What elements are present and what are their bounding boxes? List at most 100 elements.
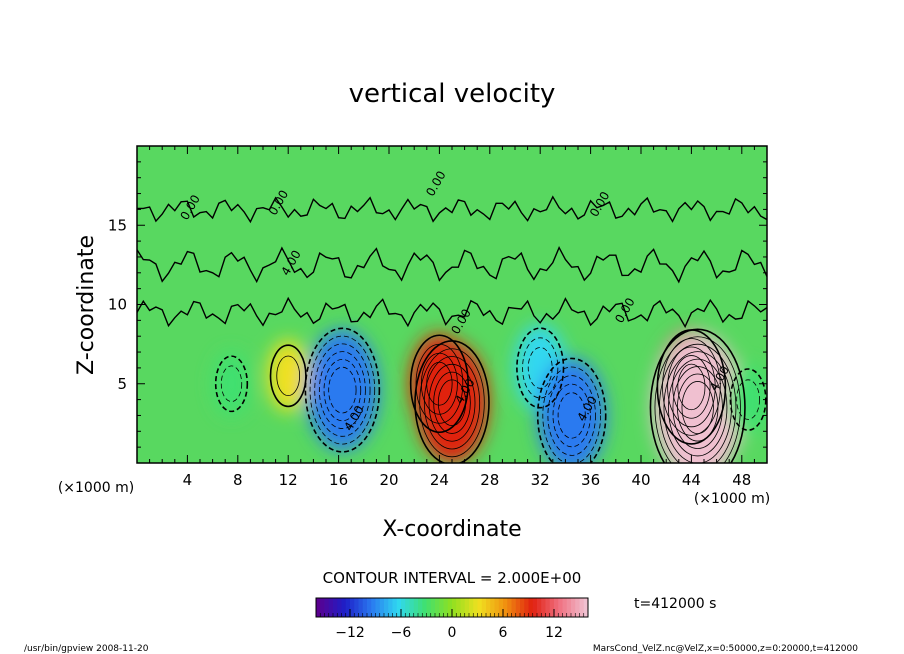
colorbar-segment xyxy=(367,598,372,617)
colorbar-segment xyxy=(494,598,500,617)
colorbar-segment xyxy=(545,598,551,617)
colorbar-segment xyxy=(337,598,342,617)
colorbar-segment xyxy=(316,598,321,617)
contour-line xyxy=(419,348,485,458)
colorbar-segment xyxy=(460,598,466,617)
contour-line xyxy=(659,343,737,463)
colorbar-segment xyxy=(511,598,517,617)
x-tick-label: 20 xyxy=(379,471,398,489)
contour-line xyxy=(314,343,371,437)
colorbar-segment xyxy=(371,598,376,617)
colorbar-segment xyxy=(333,598,338,617)
colorbar-segment xyxy=(358,598,364,617)
x-tick-label: 4 xyxy=(183,471,193,489)
contour-line xyxy=(654,336,741,463)
x-unit-right: (×1000 m) xyxy=(694,491,770,507)
colorbar-segment xyxy=(388,598,393,617)
colorbar-segment xyxy=(490,598,495,617)
colorbar-segment xyxy=(413,598,419,617)
colorbar-segment xyxy=(422,598,427,617)
colorbar-segment xyxy=(566,598,572,617)
colorbar-segment xyxy=(430,598,436,617)
colorbar-segment xyxy=(477,598,483,617)
colorbar: −12 −6 0 6 12 xyxy=(315,597,589,641)
contour-line xyxy=(214,355,249,413)
y-tick-label: 15 xyxy=(108,216,127,234)
plot-area: 0.000.000.00 0.000.00 0.004.004.004.004.00… xyxy=(137,146,767,463)
x-axis: 4 8 12 16 20 24 28 32 36 40 44 48 xyxy=(136,146,768,489)
contour-line xyxy=(437,379,467,427)
field-feature xyxy=(306,329,379,451)
y-tick-label: 10 xyxy=(108,296,127,314)
colorbar-segment xyxy=(507,598,512,617)
colorbar-segment xyxy=(396,598,402,617)
contour-line xyxy=(662,338,721,436)
colorbar-segment xyxy=(324,598,330,617)
chart-title: vertical velocity xyxy=(349,79,556,109)
contour-line xyxy=(677,363,706,411)
colorbar-segment xyxy=(473,598,478,617)
colorbar-segment xyxy=(379,598,385,617)
x-unit-left: (×1000 m) xyxy=(58,480,134,496)
zero-contour xyxy=(137,245,767,284)
contour-interval-label: CONTOUR INTERVAL = 2.000E+00 xyxy=(323,569,582,587)
colorbar-segment xyxy=(405,598,410,617)
colorbar-segment xyxy=(401,598,406,617)
contour-line xyxy=(423,356,481,450)
contour-line xyxy=(516,327,565,409)
colorbar-segment xyxy=(537,598,542,617)
field-feature xyxy=(212,351,251,417)
contour-line xyxy=(318,351,366,429)
contour-line xyxy=(409,334,469,434)
colorbar-segment xyxy=(328,598,334,617)
contour-line xyxy=(542,366,601,463)
contour-line xyxy=(672,366,723,449)
y-axis-label: Z-coordinate xyxy=(74,235,99,375)
contour-lines xyxy=(137,195,767,463)
contour-line xyxy=(428,363,476,442)
colorbar-segment xyxy=(469,598,474,617)
colorbar-segment xyxy=(345,598,351,617)
colorbar-segment xyxy=(362,598,368,617)
contour-line xyxy=(220,365,243,403)
colorbar-segment xyxy=(464,598,470,617)
contour-line xyxy=(547,375,596,456)
colorbar-segment xyxy=(558,598,563,617)
x-tick-label: 48 xyxy=(732,471,751,489)
zero-contour xyxy=(137,296,767,329)
colorbar-segment xyxy=(481,598,487,617)
colorbar-segment xyxy=(456,598,461,617)
colorbar-segment xyxy=(554,598,559,617)
x-tick-label: 28 xyxy=(480,471,499,489)
y-axis: 5 10 15 xyxy=(108,145,767,464)
colorbar-tick-label: 12 xyxy=(545,625,563,641)
colorbar-segment xyxy=(532,598,538,617)
colorbar-segment xyxy=(350,598,355,617)
field-feature xyxy=(415,342,489,463)
colorbar-tick-label: −6 xyxy=(391,625,412,641)
contour-line xyxy=(536,357,607,463)
contour-line xyxy=(681,381,714,434)
x-tick-label: 8 xyxy=(233,471,243,489)
colorbar-segment xyxy=(409,598,415,617)
colorbar-segment xyxy=(579,598,585,617)
colorbar-segment xyxy=(549,598,555,617)
x-tick-label: 40 xyxy=(631,471,650,489)
contour-line xyxy=(677,373,719,442)
colorbar-segment xyxy=(375,598,381,617)
x-tick-label: 24 xyxy=(430,471,449,489)
colorbar-segment xyxy=(447,598,453,617)
contour-line xyxy=(323,359,362,422)
zero-contour xyxy=(137,195,767,224)
colorbar-segment xyxy=(452,598,457,617)
colorbar-segment xyxy=(520,598,525,617)
colorbar-segment xyxy=(571,598,576,617)
contour-line xyxy=(522,337,559,399)
colorbar-segment xyxy=(426,598,432,617)
colorbar-tick-label: −12 xyxy=(335,625,365,641)
colorbar-segment xyxy=(443,598,449,617)
colorbar-segment xyxy=(392,598,398,617)
colorbar-segment xyxy=(524,598,529,617)
colorbar-segment xyxy=(435,598,440,617)
colorbar-segment xyxy=(320,598,325,617)
